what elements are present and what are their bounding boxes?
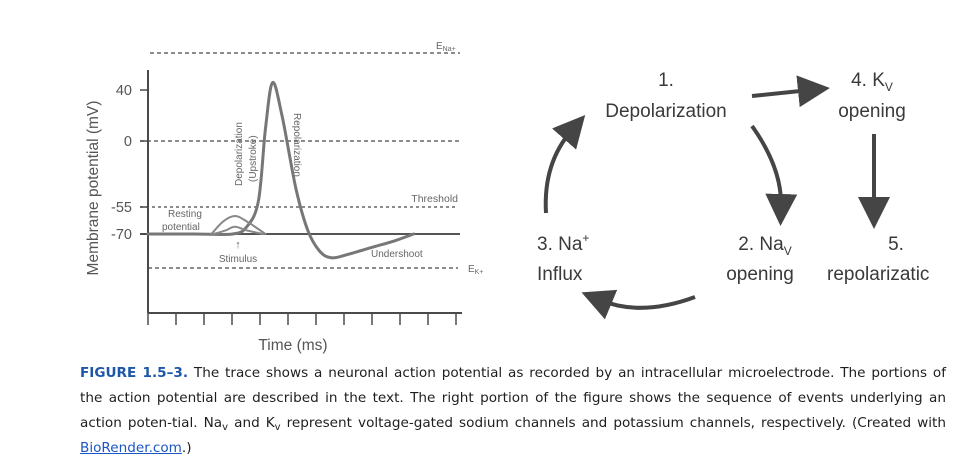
step2-number: 2. Na [738, 234, 784, 255]
y-tick-label: 0 [124, 134, 132, 150]
step4-number: 4. K [851, 70, 885, 91]
y-tick-label: 40 [116, 83, 132, 99]
repolarization-label: Repolarization [291, 113, 302, 177]
figure-number: FIGURE 1.5–3. [80, 365, 189, 381]
stimulus-arrow: ↑ [235, 239, 241, 251]
biorender-link[interactable]: BioRender.com [80, 440, 182, 456]
series-action-potential [146, 81, 416, 260]
trace-series [146, 81, 416, 260]
step2-label-top: 2. NaV [738, 234, 791, 258]
caption-text-4: .) [181, 440, 192, 456]
step5-number: 5. [888, 234, 904, 255]
y-axis-label: Membrane potential (mV) [85, 101, 102, 276]
y-tick-label: -70 [111, 227, 132, 243]
e_na-label-base: E [436, 41, 443, 52]
caption-sub-v-2: v [274, 422, 281, 433]
step4-label-top: 4. KV [851, 70, 893, 94]
threshold-label: Threshold [411, 193, 458, 205]
undershoot-label: Undershoot [371, 249, 423, 260]
caption-text-2: and K [228, 415, 275, 431]
arrow-influx-to-depolarization [543, 114, 586, 214]
figure-caption: FIGURE 1.5–3. The trace shows a neuronal… [80, 361, 946, 461]
e_na-label-sub: Na+ [443, 46, 456, 53]
series-subthreshold-small [212, 225, 265, 235]
e_k-label: EK+ [468, 264, 483, 276]
step3-number: 3. Na [537, 234, 583, 255]
resting-label-line1: Resting [168, 209, 202, 220]
step5-label: repolarizatic [827, 264, 929, 285]
depolarization-label: Depolarization [234, 122, 245, 186]
arrow-nav-to-influx [581, 289, 696, 320]
step3-label: Influx [537, 264, 583, 285]
e_k-label-base: E [468, 264, 475, 275]
caption-text-1: The trace shows a neuronal action potent… [80, 365, 946, 431]
step4-subscript: V [885, 80, 893, 94]
y-ticks: 40 0 -55 -70 [111, 83, 148, 243]
upstroke-label: (Upstroke) [248, 135, 259, 182]
arrow-depolarization-to-nav [750, 124, 798, 226]
y-tick-label: -55 [111, 200, 132, 216]
x-ticks [147, 313, 457, 325]
x-axis-label: Time (ms) [258, 337, 327, 354]
step2-label: opening [726, 264, 794, 285]
step1-number: 1. [658, 70, 674, 91]
e_k-label-sub: K+ [475, 269, 484, 276]
resting-label-line2: potential [162, 222, 200, 233]
plot-axes [147, 70, 462, 314]
step3-superscript: + [582, 231, 589, 245]
step1-label: Depolarization [605, 101, 726, 122]
series-subthreshold-large [210, 215, 267, 235]
step2-subscript: V [784, 244, 792, 258]
step4-label: opening [838, 101, 906, 122]
caption-sub-v-1: v [222, 422, 229, 433]
step3-label-top: 3. Na+ [537, 231, 589, 255]
stimulus-label: Stimulus [219, 254, 257, 265]
caption-text-3: represent voltage-gated sodium channels … [280, 415, 946, 431]
action-potential-cycle: 1. Depolarization 4. KV opening 3. Na+ I… [537, 70, 929, 320]
arrow-depolarization-to-kv [751, 75, 830, 108]
e_na-label: ENa+ [436, 41, 456, 53]
